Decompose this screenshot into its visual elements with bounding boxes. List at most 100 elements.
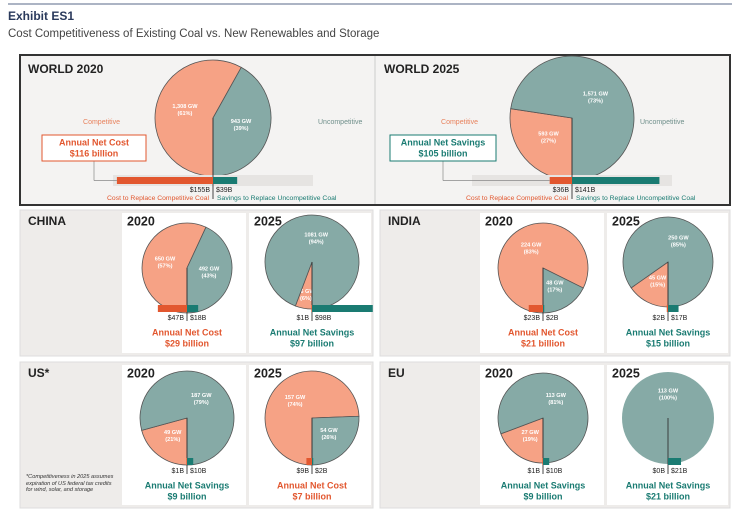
pie-label-line: 113 GW xyxy=(658,389,679,395)
pie-slice xyxy=(212,66,272,177)
pie-label: 1,571 GW (73%) xyxy=(583,92,609,105)
pie-label: 187 GW (79%) xyxy=(191,393,212,406)
pie-label: 250 GW (85%) xyxy=(668,236,689,249)
pie-slice xyxy=(497,372,589,464)
pie-label-line: (94%) xyxy=(309,240,324,246)
chart-title: WORLD 2025 xyxy=(384,62,460,76)
net-label: Annual Net Savings xyxy=(145,480,230,490)
net-label: Annual Net Savings xyxy=(626,480,711,490)
pie-label: 1081 GW (94%) xyxy=(304,233,328,246)
pie-label-line: 224 GW xyxy=(521,243,542,249)
region-name: US* xyxy=(28,366,50,380)
pie-label-line: (73%) xyxy=(588,99,603,105)
bar-caption: Cost to Replace Competitive Coal xyxy=(466,195,568,202)
net-value: $21 billion xyxy=(646,491,690,501)
cost-label: $2B xyxy=(315,468,328,475)
pie-label: 1,308 GW (61%) xyxy=(172,105,198,118)
pie-label: 45 GW (15%) xyxy=(649,276,667,289)
cost-bar xyxy=(186,458,187,465)
pie-label-line: (79%) xyxy=(194,400,209,406)
pie-label-line: 1081 GW xyxy=(304,233,328,239)
pie-label-line: (100%) xyxy=(659,396,677,402)
region-name: EU xyxy=(388,366,405,380)
pie-label: 943 GW (39%) xyxy=(231,119,252,132)
pie-label-line: 45 GW xyxy=(649,276,667,282)
cost-bar xyxy=(528,305,543,312)
category-label: Uncompetitive xyxy=(640,119,684,126)
cost-label: $2B xyxy=(653,315,666,322)
pie-label-line: (57%) xyxy=(158,264,173,270)
cost-bar xyxy=(116,177,213,184)
pie-slice xyxy=(186,226,233,314)
region-name: CHINA xyxy=(28,214,66,228)
pie-label-line: 943 GW xyxy=(231,119,252,125)
cost-bar xyxy=(666,305,668,312)
pie-label-line: 593 GW xyxy=(538,132,559,138)
pie-slice xyxy=(311,415,360,466)
chart-title: 2020 xyxy=(127,214,155,228)
chart-title: 2025 xyxy=(612,366,640,380)
cost-label: $98B xyxy=(315,315,332,322)
net-value: $7 billion xyxy=(292,491,331,501)
pie-label-line: 1,308 GW xyxy=(172,105,198,111)
pie-label-line: 1,571 GW xyxy=(583,92,609,98)
pie-label-line: (26%) xyxy=(321,435,336,441)
cost-bar xyxy=(213,177,238,184)
net-label: Annual Net Savings xyxy=(501,480,586,490)
pie-label-line: 48 GW xyxy=(546,281,564,287)
category-label: Competitive xyxy=(441,119,478,126)
net-label: Annual Net Cost xyxy=(59,137,129,147)
net-value: $9 billion xyxy=(167,491,206,501)
pie-label: 650 GW (57%) xyxy=(155,257,176,270)
pie-label-line: 650 GW xyxy=(155,257,176,263)
chart-title: WORLD 2020 xyxy=(28,62,104,76)
cost-bar xyxy=(187,458,194,465)
pie-label: 113 GW (81%) xyxy=(546,393,567,406)
cost-bar xyxy=(668,458,682,465)
cost-label: $9B xyxy=(297,468,310,475)
region-name: INDIA xyxy=(388,214,421,228)
pie-label-line: (27%) xyxy=(541,139,556,145)
chart-title: 2025 xyxy=(612,214,640,228)
pie-label-line: 492 GW xyxy=(199,267,220,273)
net-label: Annual Net Cost xyxy=(152,327,222,337)
pie-slice xyxy=(542,267,584,314)
chart-title: 2025 xyxy=(254,214,282,228)
pie-label-line: (81%) xyxy=(548,400,563,406)
cost-bar xyxy=(312,305,373,312)
cost-label: $36B xyxy=(553,187,570,194)
cost-label: $0B xyxy=(653,468,666,475)
pie-label: 224 GW (83%) xyxy=(521,243,542,256)
cost-bar xyxy=(543,458,550,465)
pie-label: 48 GW (17%) xyxy=(546,281,564,294)
net-value: $15 billion xyxy=(646,338,690,348)
net-value: $116 billion xyxy=(70,148,119,158)
net-box xyxy=(389,134,497,162)
pie-label-line: 113 GW xyxy=(546,393,567,399)
subtitle: Cost Competitiveness of Existing Coal vs… xyxy=(8,28,379,40)
footnote: *Competitiveness in 2025 assumes expirat… xyxy=(26,474,114,494)
category-label: Competitive xyxy=(83,119,120,126)
cost-label: $1B xyxy=(172,468,185,475)
pie-label: 492 GW (43%) xyxy=(199,267,220,280)
net-value: $9 billion xyxy=(523,491,562,501)
pie-label-line: 250 GW xyxy=(668,236,689,242)
cost-label: $39B xyxy=(216,187,233,194)
pie-label-line: (6%) xyxy=(300,296,312,302)
exhibit-title: Exhibit ES1 xyxy=(8,9,74,23)
pie-label-line: 157 GW xyxy=(285,396,306,402)
pie-slice xyxy=(622,216,714,308)
cost-label: $18B xyxy=(190,315,207,322)
bar-caption: Savings to Replace Uncompetitive Coal xyxy=(576,195,696,202)
cost-label: $23B xyxy=(524,315,541,322)
pie-label-line: (21%) xyxy=(165,438,180,444)
cost-label: $47B xyxy=(168,315,185,322)
pie-label: 66 GW (6%) xyxy=(297,289,315,302)
footnote-box: *Competitiveness in 2025 assumes expirat… xyxy=(26,474,114,494)
pie-label-line: (15%) xyxy=(650,283,665,289)
net-value: $21 billion xyxy=(521,338,565,348)
net-box xyxy=(41,134,147,162)
pie-label-line: (83%) xyxy=(524,250,539,256)
cost-bar xyxy=(187,305,199,312)
